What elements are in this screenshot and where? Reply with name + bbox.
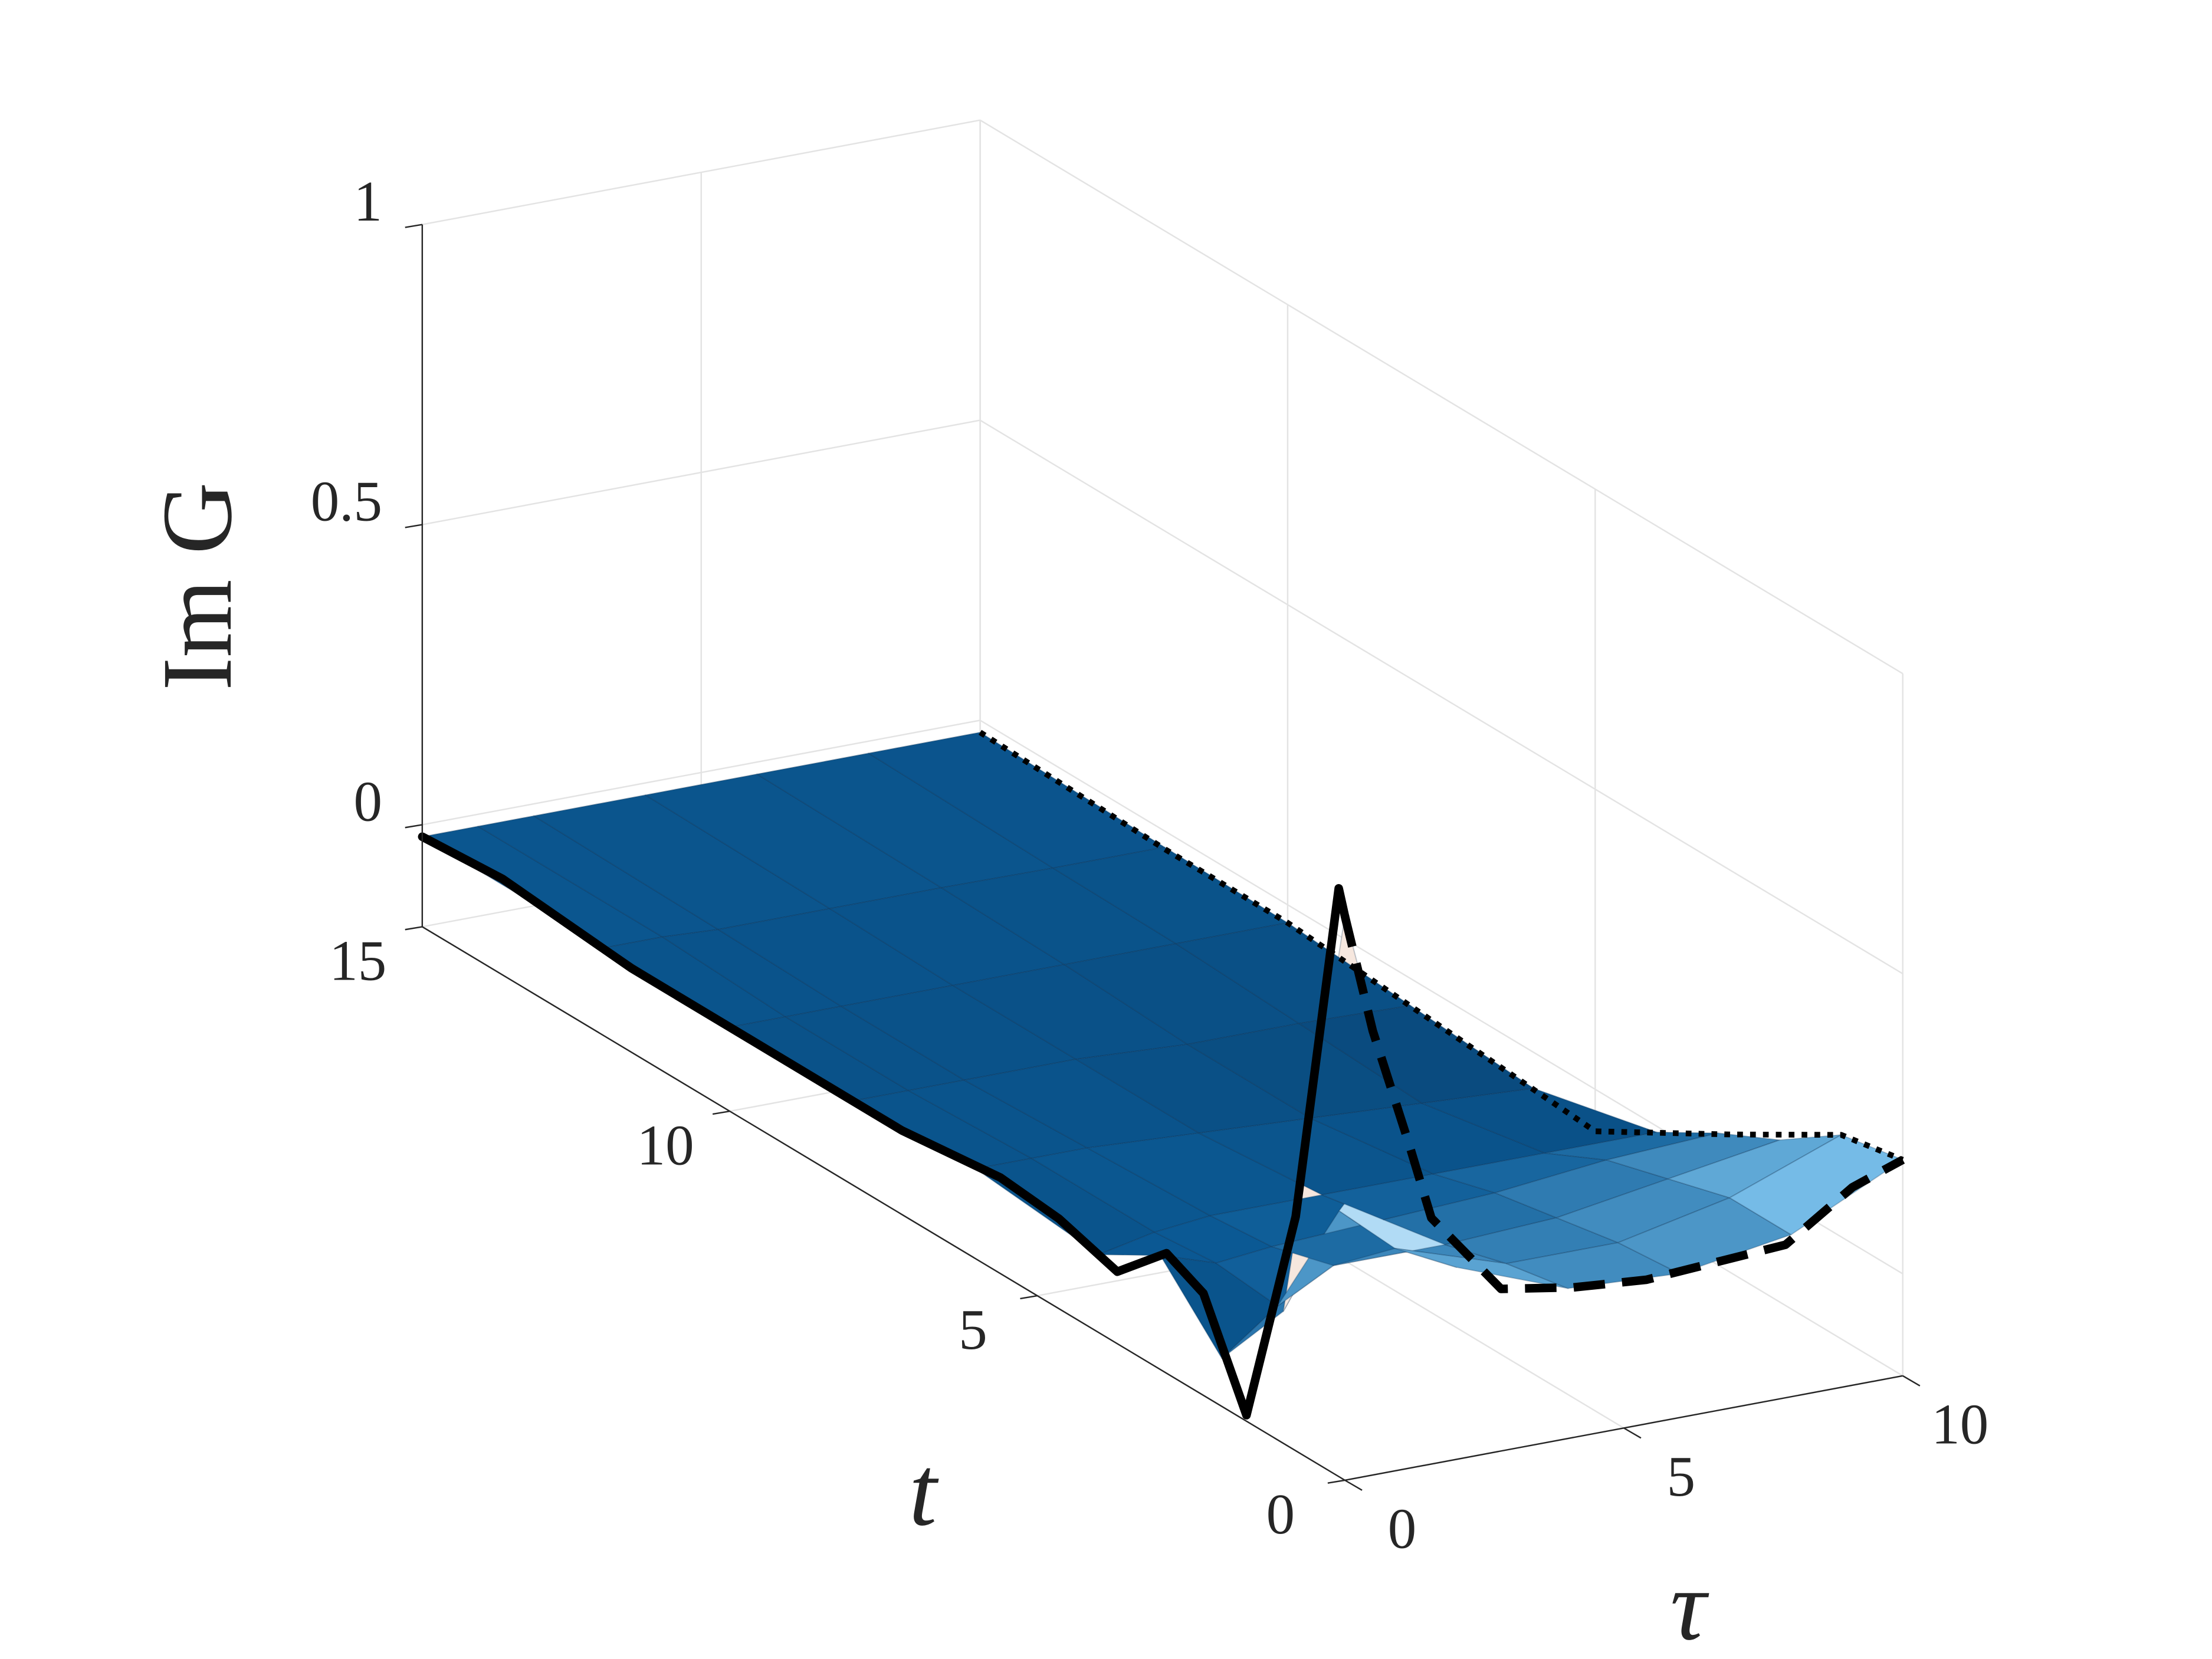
x-tick-label: 0	[1266, 1483, 1295, 1546]
tick-mark	[1623, 1427, 1642, 1439]
x-tick-label: 15	[329, 929, 386, 993]
z-tick-label: 0.5	[311, 470, 382, 533]
x-tick-label: 5	[959, 1298, 987, 1361]
curves	[418, 730, 1905, 1420]
tick-mark	[405, 926, 423, 931]
x-axis	[422, 926, 1345, 1481]
surface-patch	[1052, 846, 1288, 945]
z-tick-label: 0	[353, 770, 382, 833]
edge-curve	[418, 832, 1350, 1420]
y-tick-label: 0	[1388, 1497, 1417, 1560]
z-tick-label: 1	[353, 170, 382, 233]
y-tick-label: 10	[1931, 1392, 1988, 1456]
edge-curve	[1340, 915, 1905, 1293]
tick-mark	[405, 224, 423, 228]
y-axis-label: τ	[1671, 1550, 1709, 1659]
surface-patch	[1606, 1132, 1781, 1180]
z-axis-label: Im G	[142, 482, 252, 691]
surface-patch	[1544, 1131, 1719, 1161]
tick-mark	[1020, 1295, 1038, 1300]
tick-mark	[405, 524, 423, 528]
surface	[421, 731, 1903, 1359]
tick-mark	[1344, 1479, 1363, 1491]
tick-mark	[1902, 1375, 1921, 1387]
tick-mark	[1327, 1479, 1345, 1484]
x-axis-label: t	[909, 1435, 939, 1546]
y-tick-label: 5	[1667, 1445, 1696, 1508]
x-tick-label: 10	[637, 1113, 694, 1177]
grid-line	[979, 419, 1903, 975]
tick-mark	[405, 824, 423, 829]
tick-mark	[712, 1111, 730, 1115]
grid-line	[979, 119, 1903, 675]
